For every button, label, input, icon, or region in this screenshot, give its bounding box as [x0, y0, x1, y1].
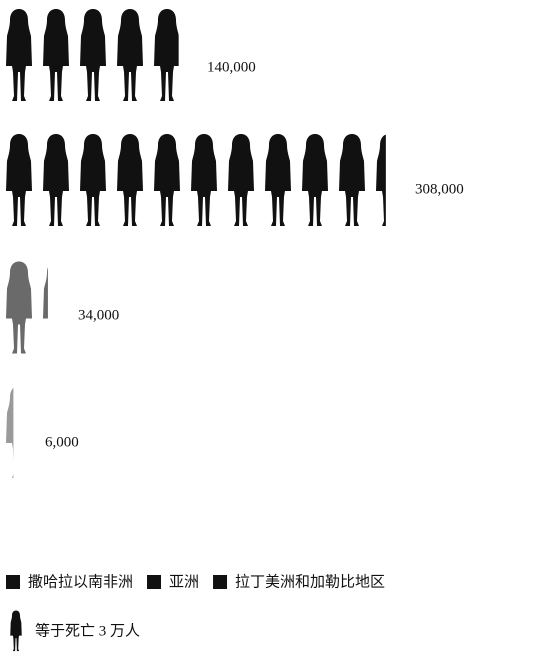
legend-swatch — [6, 575, 20, 589]
person-icon — [117, 134, 143, 226]
person-icon — [228, 134, 254, 226]
person-icon — [117, 9, 143, 101]
legend-label: 拉丁美洲和加勒比地区 — [235, 573, 385, 590]
person-icon — [339, 134, 365, 226]
person-icon — [6, 9, 32, 101]
legend-swatch — [147, 575, 162, 589]
legend-swatch — [213, 575, 228, 589]
person-icon — [191, 134, 217, 226]
person-icon — [80, 134, 106, 226]
icon-row — [6, 261, 48, 354]
unit-icon — [10, 610, 22, 652]
person-icon — [154, 9, 179, 101]
person-icon — [6, 261, 32, 354]
icon-row — [6, 386, 14, 478]
person-icon — [43, 134, 69, 226]
value-label: 6,000 — [45, 434, 79, 450]
value-label: 308,000 — [415, 181, 464, 197]
icon-row — [6, 134, 386, 226]
person-icon — [43, 9, 69, 101]
person-icon — [265, 134, 291, 226]
value-label: 140,000 — [207, 59, 256, 75]
legend-label: 撒哈拉以南非洲 — [28, 573, 133, 590]
legend-label: 亚洲 — [169, 574, 199, 590]
person-icon — [80, 9, 106, 101]
value-label: 34,000 — [78, 307, 119, 323]
person-icon — [6, 386, 14, 478]
person-icon — [302, 134, 328, 226]
person-icon — [154, 134, 180, 226]
person-icon — [6, 134, 32, 226]
unit-label: 等于死亡 3 万人 — [35, 621, 140, 639]
icon-row — [6, 9, 179, 101]
person-icon — [376, 134, 386, 226]
person-icon — [43, 261, 48, 354]
